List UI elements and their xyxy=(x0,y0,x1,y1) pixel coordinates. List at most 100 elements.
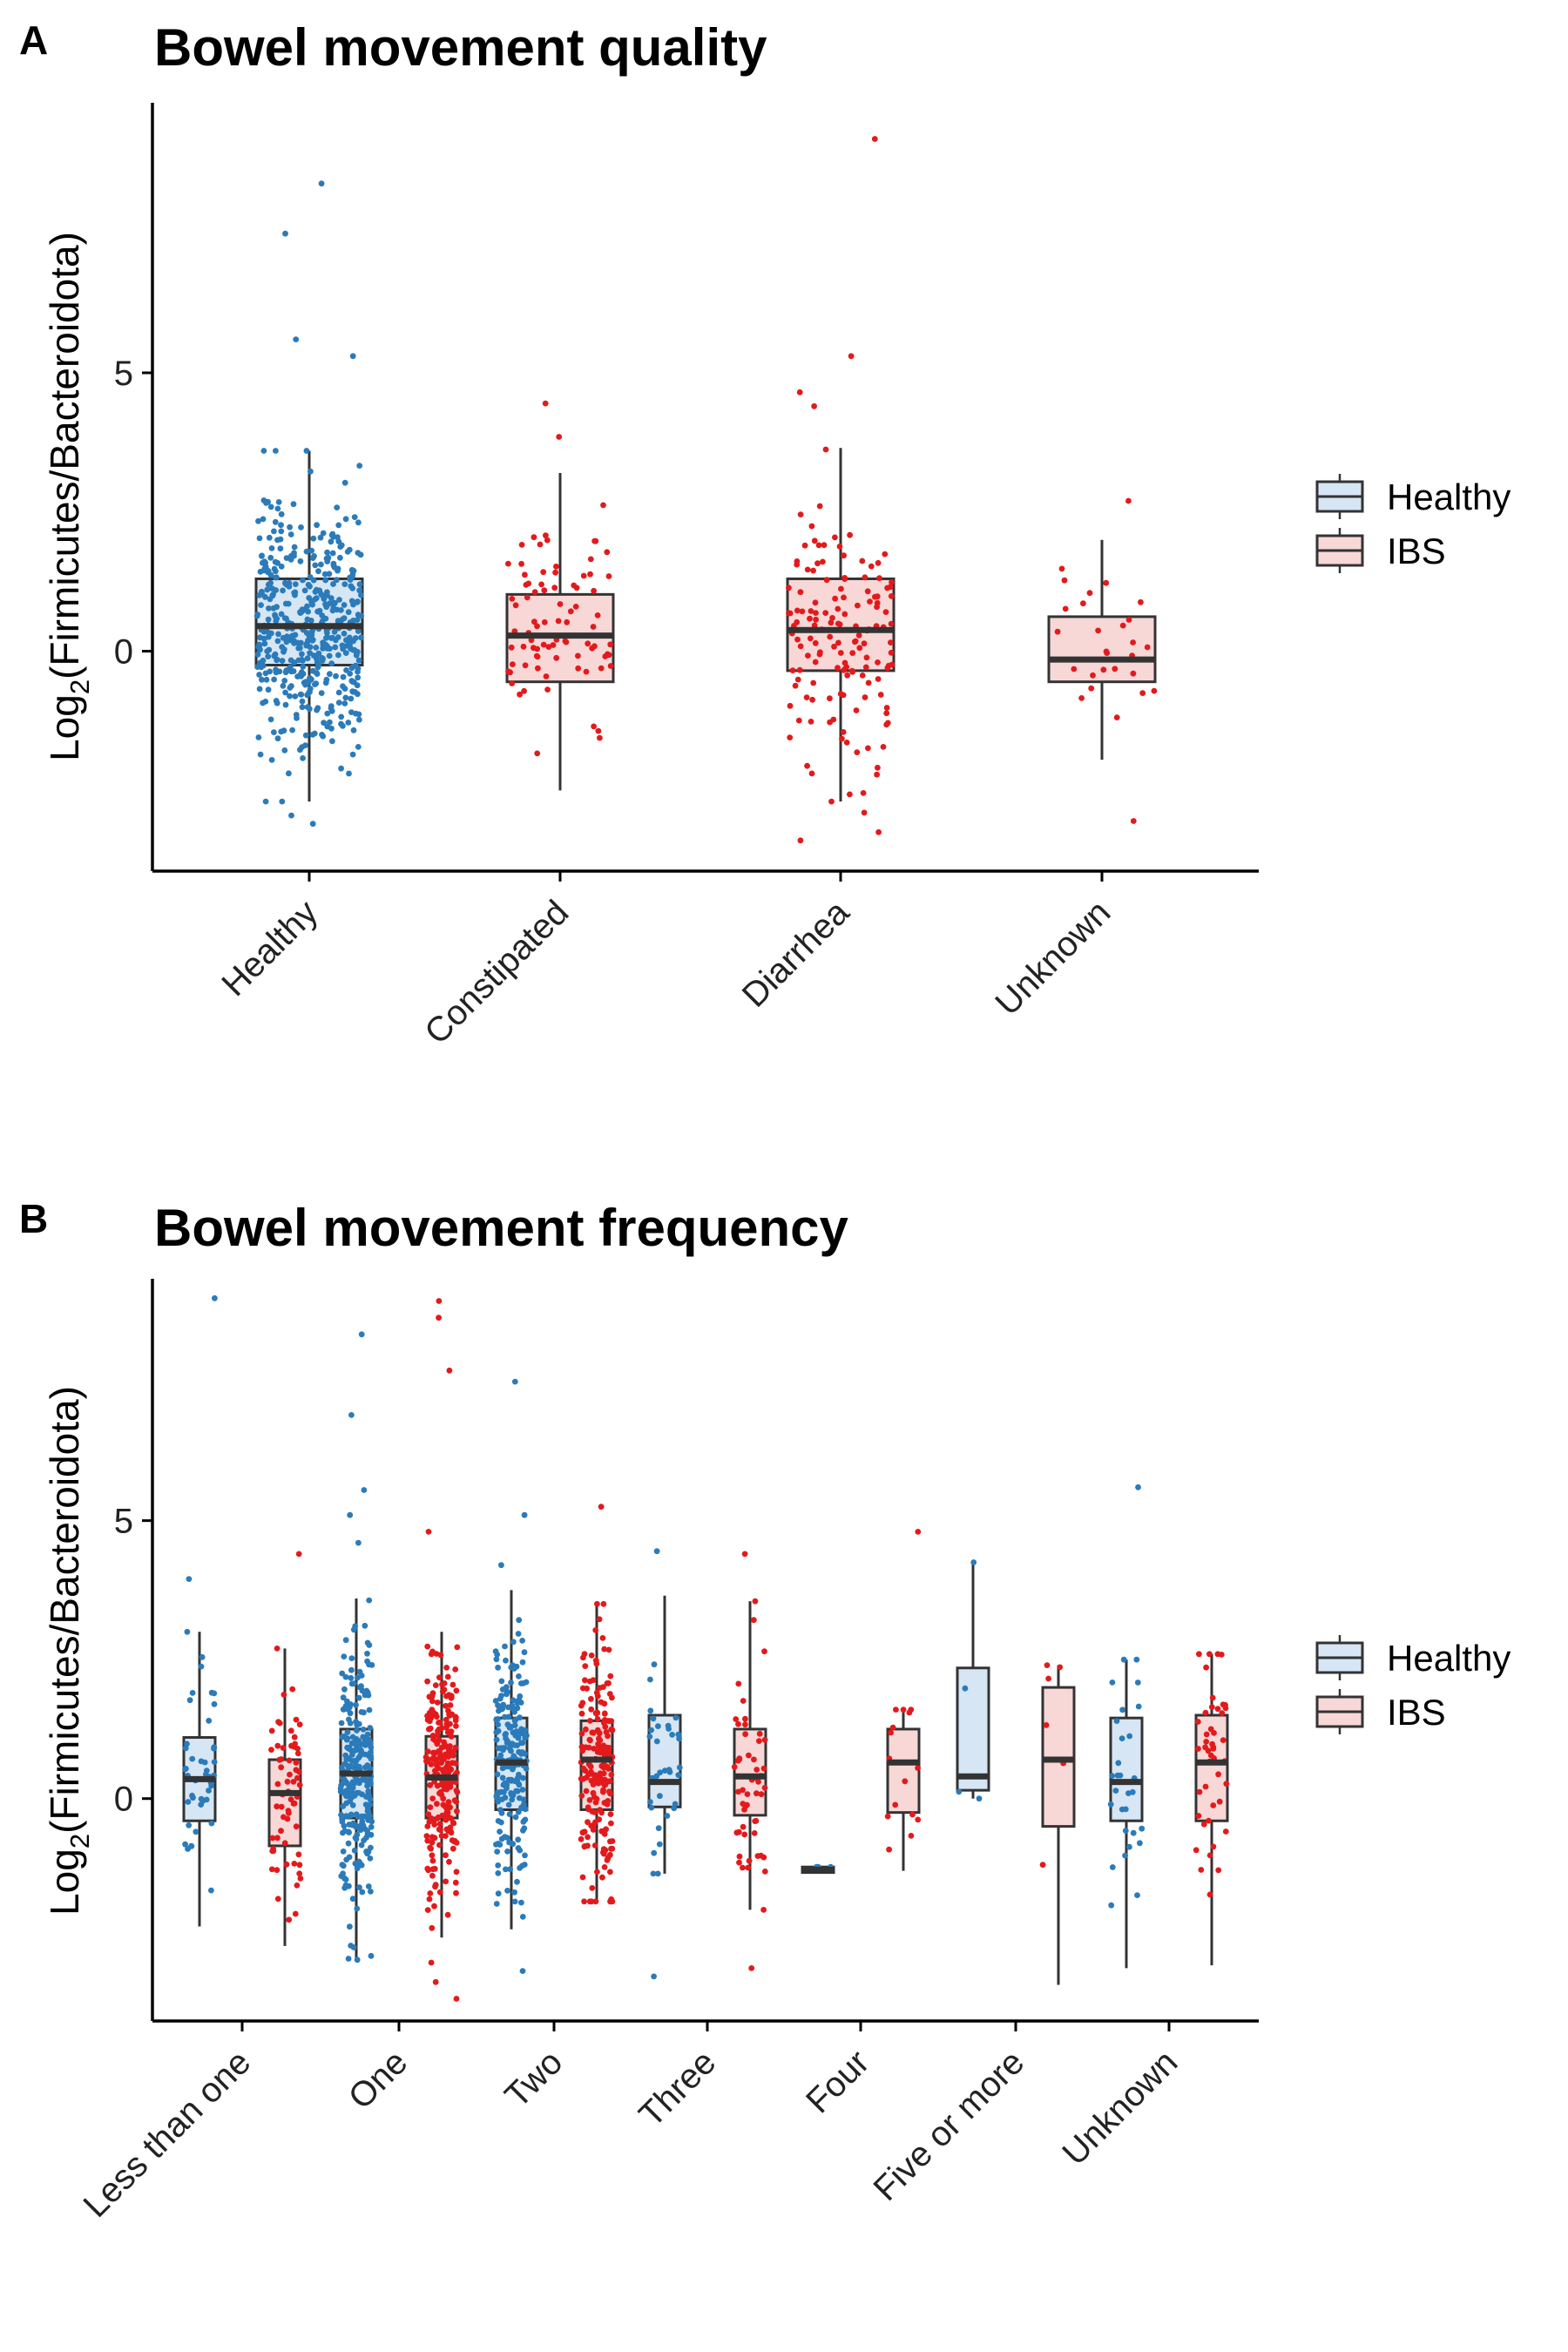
data-point xyxy=(746,1752,752,1759)
data-point xyxy=(348,1655,355,1661)
data-point xyxy=(583,668,590,675)
data-point xyxy=(1113,714,1120,720)
data-point xyxy=(444,1911,451,1918)
data-point xyxy=(1119,622,1126,629)
data-point xyxy=(306,595,313,601)
data-point xyxy=(342,1673,349,1680)
data-point xyxy=(351,514,358,520)
data-point xyxy=(509,596,516,602)
data-point xyxy=(585,1819,591,1826)
box-healthy xyxy=(337,1331,375,1963)
data-point xyxy=(356,463,363,469)
data-point xyxy=(448,1766,455,1773)
data-point xyxy=(875,764,881,771)
data-point xyxy=(429,1857,436,1864)
data-point xyxy=(831,643,837,650)
data-point xyxy=(915,1816,922,1823)
data-point xyxy=(509,1796,516,1803)
panel-b: B Bowel movement frequency Log2(Firmicut… xyxy=(19,1196,1511,2225)
data-point xyxy=(609,1838,616,1844)
data-point xyxy=(291,1734,298,1740)
data-point xyxy=(1203,1739,1210,1745)
data-point xyxy=(287,637,294,644)
data-point xyxy=(1195,1813,1202,1819)
data-point xyxy=(274,1835,280,1842)
data-point xyxy=(499,1686,506,1693)
data-point xyxy=(1215,1771,1221,1778)
box-healthy xyxy=(801,1863,835,1875)
points-healthy xyxy=(337,1331,375,1963)
y-tick-label: 0 xyxy=(114,1781,133,1819)
data-point xyxy=(595,1743,602,1750)
data-point xyxy=(849,668,855,675)
data-point xyxy=(340,673,347,680)
data-point xyxy=(263,676,270,683)
data-point xyxy=(452,1717,459,1724)
data-point xyxy=(300,657,306,664)
data-point xyxy=(443,1878,449,1885)
data-point xyxy=(1130,670,1137,677)
data-point xyxy=(761,1648,767,1655)
data-point xyxy=(544,537,551,544)
data-point xyxy=(323,676,330,683)
data-point xyxy=(651,1973,657,1980)
data-point xyxy=(1054,628,1061,635)
data-point xyxy=(760,1907,767,1913)
data-point xyxy=(429,1839,436,1846)
data-point xyxy=(1126,1733,1133,1740)
data-point xyxy=(585,1842,591,1849)
data-point xyxy=(605,573,612,579)
data-point xyxy=(865,745,871,752)
data-point xyxy=(452,1879,459,1886)
data-point xyxy=(282,701,289,708)
data-point xyxy=(519,1638,525,1644)
data-point xyxy=(368,1952,375,1959)
data-point xyxy=(495,1862,502,1869)
data-point xyxy=(351,1847,358,1854)
data-point xyxy=(1144,644,1151,651)
data-point xyxy=(448,1815,454,1821)
data-point xyxy=(427,1804,434,1811)
data-point xyxy=(364,1828,370,1835)
data-point xyxy=(601,1800,608,1806)
data-point xyxy=(338,1812,344,1818)
data-point xyxy=(353,1762,360,1768)
data-point xyxy=(553,654,560,661)
data-point xyxy=(452,1666,459,1673)
data-point xyxy=(320,733,327,740)
data-point xyxy=(257,646,263,653)
data-point xyxy=(303,548,310,555)
data-point xyxy=(883,710,890,717)
data-point xyxy=(503,1735,509,1741)
data-point xyxy=(586,1736,593,1743)
data-point xyxy=(557,601,564,607)
data-point xyxy=(272,568,279,575)
data-point xyxy=(437,1827,443,1834)
data-point xyxy=(889,661,896,668)
box-iqr xyxy=(956,1666,990,1792)
data-point xyxy=(816,651,823,658)
data-point xyxy=(287,1727,294,1734)
data-point xyxy=(608,1820,614,1827)
data-point xyxy=(553,563,559,570)
data-point xyxy=(594,1716,601,1722)
data-point xyxy=(601,1830,608,1837)
data-point xyxy=(342,1637,349,1644)
data-point xyxy=(537,541,544,548)
data-point xyxy=(447,1743,453,1749)
data-point xyxy=(337,1788,344,1795)
data-point xyxy=(956,1788,963,1795)
data-point xyxy=(424,1837,431,1844)
plot-area-a: 0 5 Healthy Constipated Diarrhea Unknown xyxy=(114,103,1259,1051)
data-point xyxy=(298,639,304,646)
data-point xyxy=(453,1869,460,1876)
data-point xyxy=(518,560,524,567)
data-point xyxy=(816,503,823,510)
data-point xyxy=(1196,1788,1203,1795)
data-point xyxy=(495,1664,501,1671)
data-point xyxy=(1209,1694,1216,1701)
data-point xyxy=(299,698,306,705)
points-healthy xyxy=(1107,1484,1146,1909)
data-point xyxy=(184,1740,190,1747)
